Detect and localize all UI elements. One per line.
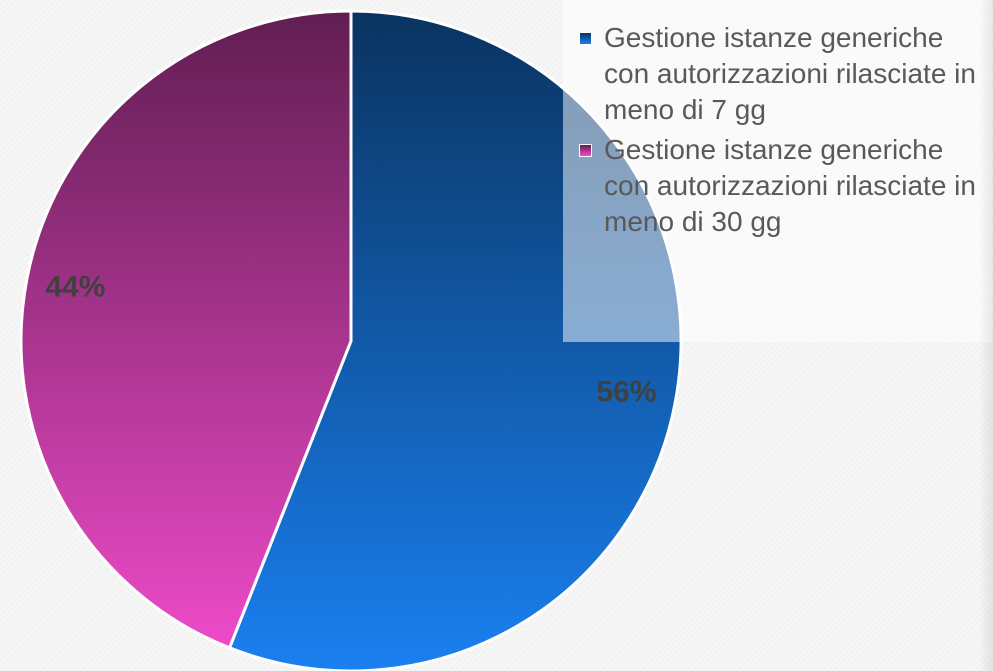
legend-swatch bbox=[579, 144, 592, 157]
legend-swatch bbox=[579, 32, 592, 45]
legend: Gestione istanze generiche con autorizza… bbox=[563, 0, 993, 342]
edge-shadow bbox=[979, 0, 993, 671]
legend-item: Gestione istanze generiche con autorizza… bbox=[579, 20, 993, 128]
legend-label: Gestione istanze generiche con autorizza… bbox=[604, 134, 976, 237]
legend-item: Gestione istanze generiche con autorizza… bbox=[579, 132, 993, 240]
data-label: 56% bbox=[597, 375, 657, 408]
data-label: 44% bbox=[45, 270, 105, 303]
legend-label: Gestione istanze generiche con autorizza… bbox=[604, 22, 976, 125]
pie-slice bbox=[19, 9, 353, 650]
